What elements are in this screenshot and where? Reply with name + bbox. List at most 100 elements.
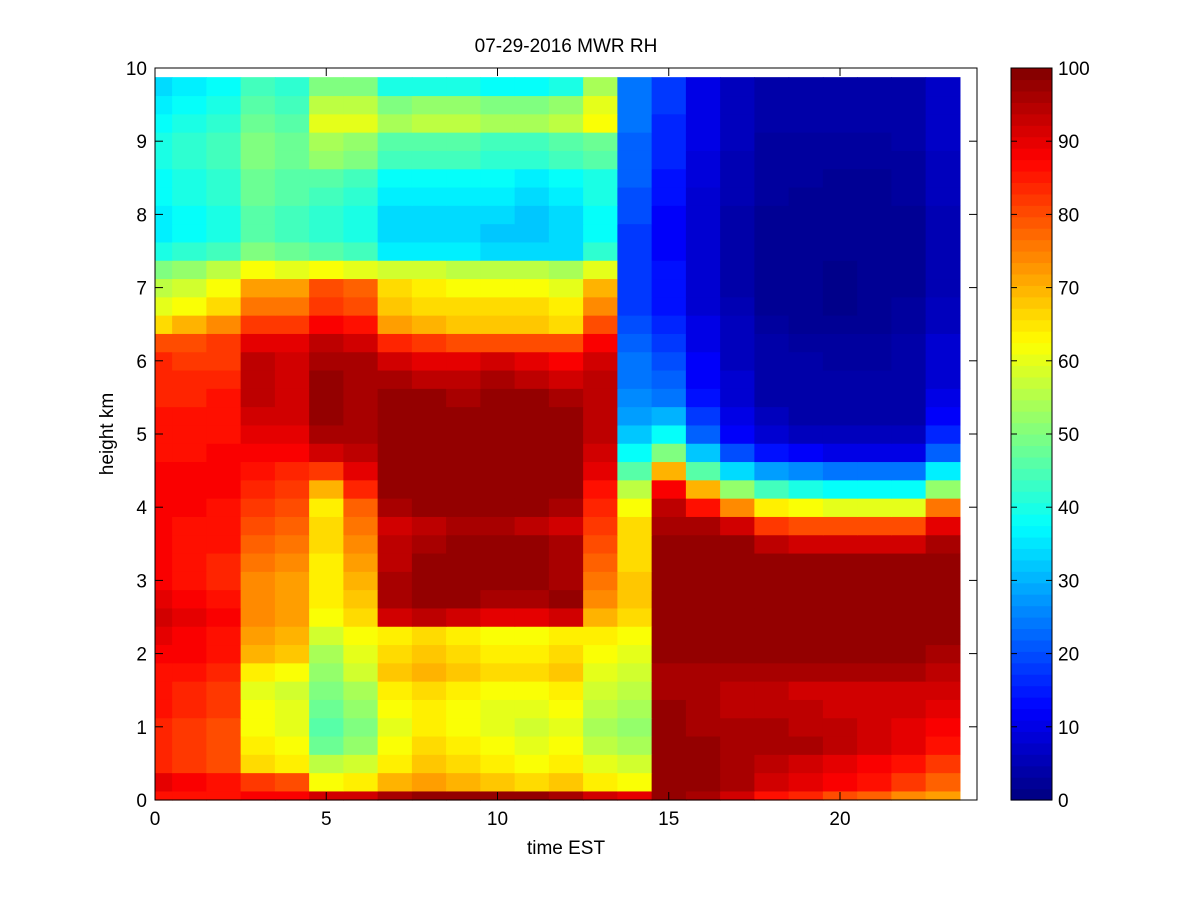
- heatmap-cell: [583, 351, 618, 371]
- heatmap-cell: [583, 132, 618, 151]
- heatmap-cell: [891, 95, 927, 115]
- heatmap-cell: [720, 388, 755, 408]
- heatmap-cell: [480, 351, 516, 371]
- heatmap-cell: [343, 461, 379, 481]
- heatmap-cell: [822, 150, 858, 170]
- heatmap-cell: [617, 351, 653, 371]
- heatmap-cell: [206, 278, 242, 298]
- heatmap-cell: [377, 351, 413, 371]
- heatmap-cell: [514, 626, 550, 646]
- heatmap-cell: [240, 754, 276, 774]
- heatmap-cell: [754, 333, 790, 353]
- heatmap-cell: [274, 571, 310, 591]
- heatmap-cell: [754, 424, 790, 444]
- heatmap-cell: [651, 735, 687, 755]
- heatmap-cell: [172, 461, 207, 481]
- heatmap-cell: [651, 369, 687, 389]
- heatmap-cell: [480, 315, 516, 334]
- heatmap-cell: [583, 754, 618, 774]
- heatmap-cell: [822, 168, 858, 188]
- heatmap-cell: [206, 406, 242, 426]
- heatmap-cell: [583, 534, 618, 554]
- heatmap-cell: [411, 296, 447, 316]
- heatmap-cell: [411, 479, 447, 499]
- heatmap-cell: [720, 241, 755, 261]
- heatmap-cell: [891, 113, 927, 133]
- heatmap-cell: [343, 369, 379, 389]
- heatmap-cell: [857, 681, 892, 700]
- heatmap-cell: [788, 369, 824, 389]
- heatmap-cell: [925, 735, 961, 755]
- heatmap-cell: [548, 443, 584, 463]
- heatmap-cell: [925, 644, 961, 664]
- colorbar-swatch: [1011, 754, 1052, 767]
- heatmap-cell: [720, 113, 755, 133]
- heatmap-cell: [548, 406, 584, 426]
- heatmap-cell: [925, 369, 961, 389]
- heatmap-cell: [240, 772, 276, 792]
- heatmap-cell: [857, 498, 892, 517]
- heatmap-cell: [446, 516, 481, 536]
- heatmap-cell: [155, 95, 173, 115]
- heatmap-cell: [377, 205, 413, 225]
- heatmap-cell: [754, 461, 790, 481]
- heatmap-cell: [720, 552, 755, 572]
- heatmap-cell: [343, 699, 379, 719]
- heatmap-cell: [480, 479, 516, 499]
- heatmap-cell: [155, 644, 173, 664]
- heatmap-cell: [720, 589, 755, 609]
- heatmap-cell: [822, 388, 858, 408]
- heatmap-cell: [583, 77, 618, 97]
- heatmap-cell: [583, 626, 618, 646]
- heatmap-cell: [925, 534, 961, 554]
- heatmap-cell: [514, 516, 550, 536]
- heatmap-cell: [925, 223, 961, 243]
- colorbar-swatch: [1011, 777, 1052, 790]
- heatmap-cell: [651, 772, 687, 792]
- heatmap-cell: [548, 571, 584, 591]
- heatmap-cell: [377, 443, 413, 463]
- heatmap-cell: [240, 296, 276, 316]
- heatmap-cell: [685, 388, 721, 408]
- heatmap-cell: [685, 150, 721, 170]
- heatmap-cell: [309, 296, 344, 316]
- heatmap-cell: [240, 589, 276, 609]
- colorbar-swatch: [1011, 342, 1052, 355]
- heatmap-cell: [172, 589, 207, 609]
- heatmap-cell: [617, 95, 653, 115]
- heatmap-cell: [377, 607, 413, 627]
- heatmap-cell: [411, 241, 447, 261]
- heatmap-cell: [343, 95, 379, 115]
- heatmap-cell: [822, 589, 858, 609]
- heatmap-cell: [685, 351, 721, 371]
- heatmap-cell: [548, 735, 584, 755]
- heatmap-cell: [411, 351, 447, 371]
- heatmap-cell: [788, 296, 824, 316]
- heatmap-cells: [155, 77, 961, 801]
- heatmap-cell: [480, 571, 516, 591]
- heatmap-cell: [411, 424, 447, 444]
- heatmap-cell: [514, 113, 550, 133]
- heatmap-cell: [720, 479, 755, 499]
- heatmap-cell: [480, 626, 516, 646]
- heatmap-cell: [514, 571, 550, 591]
- colorbar-swatch: [1011, 434, 1052, 447]
- heatmap-cell: [685, 132, 721, 151]
- colorbar-swatch: [1011, 491, 1052, 504]
- heatmap-cell: [309, 315, 344, 334]
- heatmap-cell: [925, 681, 961, 700]
- heatmap-cell: [480, 223, 516, 243]
- colorbar-swatch: [1011, 479, 1052, 492]
- colorbar-swatch: [1011, 411, 1052, 424]
- heatmap-cell: [720, 278, 755, 298]
- heatmap-cell: [155, 406, 173, 426]
- heatmap-cell: [720, 205, 755, 225]
- heatmap-cell: [274, 534, 310, 554]
- heatmap-cell: [617, 278, 653, 298]
- heatmap-cell: [583, 607, 618, 627]
- heatmap-cell: [720, 333, 755, 353]
- heatmap-cell: [309, 406, 344, 426]
- heatmap-cell: [411, 95, 447, 115]
- heatmap-cell: [822, 296, 858, 316]
- heatmap-cell: [822, 516, 858, 536]
